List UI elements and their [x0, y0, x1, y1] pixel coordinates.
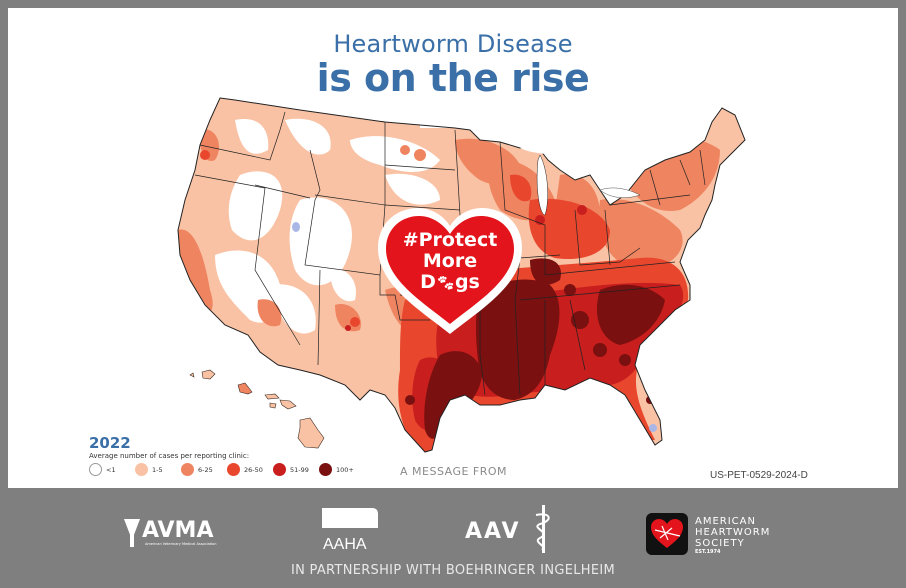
legend: <1 1-5 6-25 26-50 51-99 100+ — [89, 463, 365, 476]
svg-text:AAHA: AAHA — [323, 536, 367, 553]
swatch-icon — [227, 463, 240, 476]
svg-text:HEARTWORM: HEARTWORM — [695, 527, 770, 538]
american-heartworm-society-logo: AMERICAN HEARTWORM SOCIETY EST.1974 — [646, 513, 770, 555]
legend-item: 6-25 — [181, 463, 227, 476]
title-line-2: is on the rise — [316, 56, 590, 100]
legend-item: 26-50 — [227, 463, 273, 476]
svg-text:AAV: AAV — [465, 519, 521, 544]
svg-text:American Veterinary Medical As: American Veterinary Medical Association — [145, 542, 216, 546]
svg-text:SOCIETY: SOCIETY — [695, 538, 745, 549]
legend-item: 100+ — [319, 463, 365, 476]
heart-badge-text: #Protect More D🐾︎gs — [383, 230, 517, 294]
aav-logo: AAV — [465, 505, 550, 553]
title-line-1: Heartworm Disease — [333, 30, 573, 58]
badge-line-3: D🐾︎gs — [420, 271, 480, 293]
legend-item: 1-5 — [135, 463, 181, 476]
paw-print-icon: 🐾︎ — [435, 274, 455, 292]
swatch-icon — [181, 463, 194, 476]
legend-item: 51-99 — [273, 463, 319, 476]
svg-text:EST.1974: EST.1974 — [695, 549, 721, 555]
document-code: US-PET-0529-2024-D — [710, 470, 808, 481]
partnership-text: IN PARTNERSHIP WITH BOEHRINGER INGELHEIM — [290, 563, 616, 578]
avma-logo: AVMA American Veterinary Medical Associa… — [124, 518, 216, 547]
avma-wordmark: AVMA — [142, 518, 213, 543]
swatch-icon — [89, 463, 102, 476]
message-from-label: A MESSAGE FROM — [400, 465, 508, 478]
badge-line-2: More — [422, 250, 478, 272]
aaha-logo: AAHA — [322, 508, 378, 553]
swatch-icon — [135, 463, 148, 476]
partner-logos: AVMA American Veterinary Medical Associa… — [124, 505, 770, 555]
swatch-icon — [319, 463, 332, 476]
legend-caption: Average number of cases per reporting cl… — [89, 452, 250, 460]
legend-item: <1 — [89, 463, 135, 476]
badge-line-1: #Protect — [402, 229, 498, 251]
swatch-icon — [273, 463, 286, 476]
svg-text:AMERICAN: AMERICAN — [695, 516, 756, 527]
legend-year: 2022 — [89, 434, 131, 452]
